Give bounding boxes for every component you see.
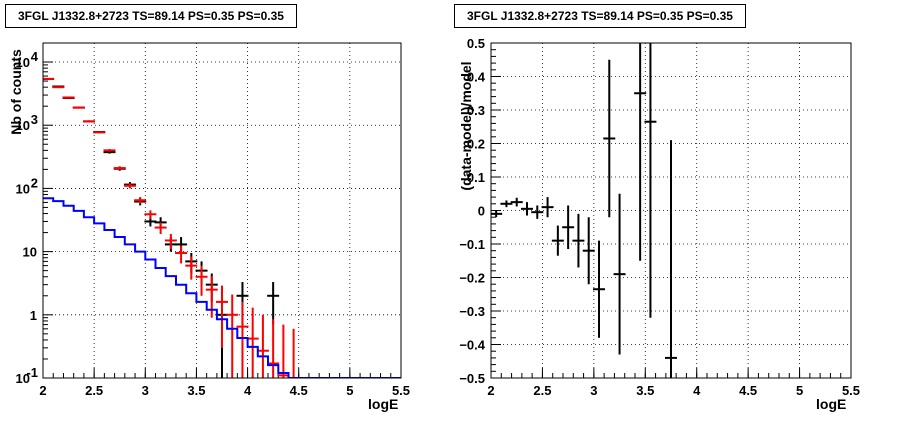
right-x-axis-label: logE: [816, 396, 847, 412]
left-x-tick-label: 3: [142, 383, 149, 398]
right-x-tick-label: 4.5: [739, 383, 757, 398]
left-plot-title: 3FGL J1332.8+2723 TS=89.14 PS=0.35 PS=0.…: [5, 4, 297, 28]
left-y-tick-label: 10: [16, 55, 30, 70]
right-y-tick-label: −0.5: [459, 371, 485, 386]
left-model-histogram: [43, 197, 401, 378]
right-plot-frame: [490, 42, 852, 379]
right-y-tick-label: 0.5: [467, 36, 485, 51]
right-plot-title: 3FGL J1332.8+2723 TS=89.14 PS=0.35 PS=0.…: [454, 4, 746, 28]
left-y-tick-label: 10: [16, 118, 30, 133]
left-x-tick-label: 4: [244, 383, 252, 398]
left-y-tick-exponent: 3: [31, 112, 38, 127]
left-x-tick-label: 5: [346, 383, 353, 398]
right-y-tick-label: 0.4: [467, 70, 486, 85]
left-data-group: [43, 77, 401, 378]
right-y-tick-label: 0.1: [467, 170, 485, 185]
left-plot-frame: [42, 42, 402, 379]
right-x-tick-label: 5: [796, 383, 803, 398]
left-y-tick-label: 1: [30, 308, 37, 323]
left-y-tick-exponent: 2: [31, 175, 38, 190]
right-y-tick-label: −0.3: [459, 304, 485, 319]
right-y-tick-label: 0.2: [467, 137, 485, 152]
left-y-tick-label: 10: [23, 245, 37, 260]
right-y-tick-label: 0.3: [467, 103, 485, 118]
right-x-tick-label: 5.5: [842, 383, 860, 398]
left-x-tick-label: 5.5: [392, 383, 410, 398]
right-y-tick-label: 0: [478, 204, 485, 219]
left-x-tick-label: 2.5: [85, 383, 103, 398]
right-y-axis-label: (data-model)/model: [458, 61, 474, 191]
right-x-tick-label: 2: [487, 383, 494, 398]
right-x-tick-label: 3.5: [636, 383, 654, 398]
left-y-tick-exponent: -1: [26, 365, 38, 380]
left-y-tick-exponent: 4: [31, 49, 39, 64]
left-x-tick-label: 2: [39, 383, 46, 398]
left-x-tick-label: 3.5: [187, 383, 205, 398]
right-y-tick-label: −0.1: [459, 237, 485, 252]
left-y-tick-label: 10: [16, 371, 30, 386]
left-x-axis-label: logE: [368, 396, 399, 412]
right-y-tick-label: −0.4: [459, 338, 485, 353]
right-data-group: [491, 43, 677, 378]
right-x-tick-label: 2.5: [533, 383, 551, 398]
right-x-tick-label: 4: [693, 383, 701, 398]
left-y-axis-label: Nb of counts: [8, 49, 24, 135]
right-y-tick-label: −0.2: [459, 271, 485, 286]
left-y-tick-label: 10: [16, 181, 30, 196]
right-x-tick-label: 3: [590, 383, 597, 398]
left-x-tick-label: 4.5: [290, 383, 308, 398]
